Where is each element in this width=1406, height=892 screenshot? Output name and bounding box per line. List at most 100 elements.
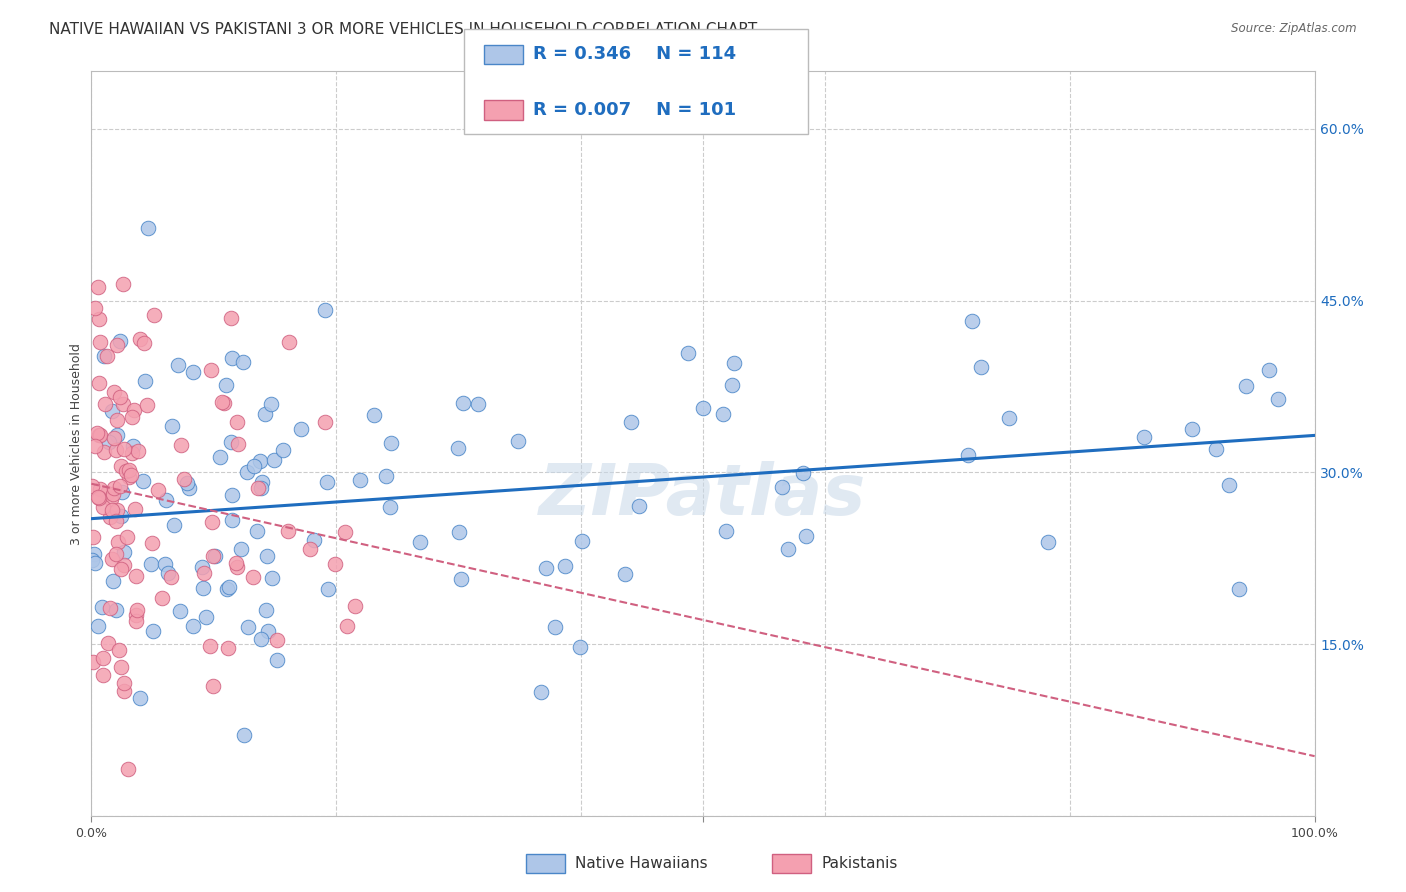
Point	[998, 411, 1021, 425]
Point	[678, 345, 700, 359]
Point	[135, 398, 157, 412]
Point	[105, 503, 128, 517]
Point	[146, 483, 169, 497]
Point	[84, 301, 107, 315]
Point	[110, 390, 132, 404]
Point	[103, 481, 125, 495]
Point	[96, 486, 118, 500]
Text: NATIVE HAWAIIAN VS PAKISTANI 3 OR MORE VEHICLES IN HOUSEHOLD CORRELATION CHART: NATIVE HAWAIIAN VS PAKISTANI 3 OR MORE V…	[49, 22, 758, 37]
Point	[112, 684, 135, 698]
Point	[163, 518, 186, 533]
Point	[1234, 379, 1257, 393]
Point	[219, 435, 242, 450]
Point	[250, 475, 273, 490]
Point	[970, 359, 993, 374]
Point	[1181, 421, 1204, 435]
Point	[298, 541, 321, 556]
Point	[692, 401, 714, 415]
Point	[114, 558, 136, 572]
Point	[110, 458, 132, 473]
Point	[120, 468, 142, 483]
Point	[84, 439, 107, 453]
Point	[1227, 582, 1250, 596]
Point	[190, 560, 212, 574]
Y-axis label: 3 or more Vehicles in Household: 3 or more Vehicles in Household	[70, 343, 83, 545]
Point	[142, 624, 165, 638]
Point	[141, 557, 163, 571]
Point	[82, 530, 104, 544]
Point	[89, 482, 111, 496]
Point	[256, 549, 278, 563]
Point	[1205, 442, 1227, 457]
Point	[118, 462, 141, 476]
Point	[162, 419, 184, 434]
Point	[101, 503, 124, 517]
Point	[100, 404, 122, 418]
Point	[112, 397, 135, 411]
Point	[215, 377, 238, 392]
Point	[122, 439, 145, 453]
Point	[257, 624, 280, 639]
Point	[249, 454, 271, 468]
Point	[349, 474, 371, 488]
Point	[253, 407, 276, 421]
Point	[246, 524, 269, 538]
Point	[112, 442, 135, 457]
Point	[134, 374, 156, 388]
Point	[450, 572, 472, 586]
Point	[221, 488, 243, 502]
Point	[266, 632, 288, 647]
Point	[191, 582, 214, 596]
Point	[318, 582, 340, 596]
Point	[121, 445, 143, 459]
Point	[723, 356, 745, 370]
Point	[122, 403, 145, 417]
Point	[335, 524, 357, 539]
Point	[467, 397, 489, 411]
Point	[530, 685, 553, 699]
Point	[233, 728, 256, 742]
Point	[236, 620, 259, 634]
Point	[278, 334, 301, 349]
Point	[544, 620, 567, 634]
Point	[86, 619, 108, 633]
Point	[571, 533, 593, 548]
Point	[108, 642, 131, 657]
Point	[83, 547, 105, 561]
Point	[121, 409, 143, 424]
Point	[93, 349, 115, 363]
Point	[221, 351, 243, 365]
Point	[105, 338, 128, 352]
Text: ZIPatlas: ZIPatlas	[540, 461, 866, 531]
Point	[232, 355, 254, 369]
Point	[166, 358, 188, 372]
Point	[80, 553, 103, 567]
Point	[614, 567, 637, 582]
Point	[250, 632, 273, 646]
Point	[87, 280, 110, 294]
Point	[125, 568, 148, 582]
Point	[176, 476, 198, 491]
Point	[105, 443, 128, 458]
Point	[315, 475, 337, 490]
Point	[96, 349, 118, 363]
Point	[200, 639, 222, 653]
Point	[794, 529, 817, 543]
Point	[277, 524, 299, 538]
Point	[202, 549, 225, 564]
Point	[1038, 534, 1060, 549]
Point	[1133, 430, 1156, 444]
Point	[323, 557, 346, 571]
Point	[91, 650, 114, 665]
Point	[243, 458, 266, 473]
Point	[103, 431, 125, 445]
Point	[80, 478, 103, 492]
Point	[447, 441, 470, 455]
Point	[91, 500, 114, 515]
Point	[89, 376, 111, 390]
Point	[204, 549, 226, 563]
Point	[217, 582, 239, 596]
Point	[380, 435, 402, 450]
Point	[335, 619, 357, 633]
Point	[101, 551, 124, 566]
